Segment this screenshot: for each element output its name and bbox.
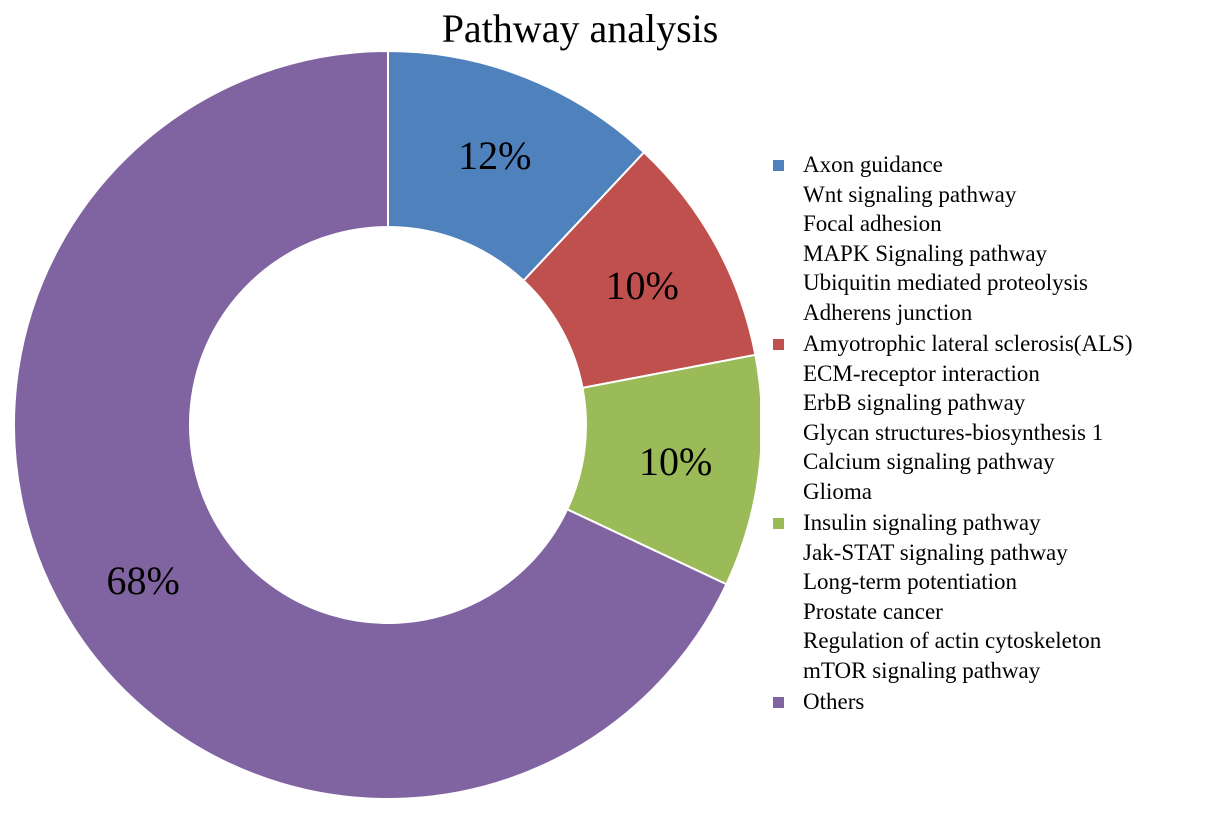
legend-label: Regulation of actin cytoskeleton — [803, 628, 1102, 653]
legend-entry: Insulin signaling pathway Jak-STAT signal… — [773, 508, 1203, 685]
donut-slice-1 — [387, 49, 646, 283]
legend-swatch — [773, 339, 784, 350]
legend-label: Others — [803, 689, 865, 714]
legend-label: ECM-receptor interaction — [803, 360, 1040, 386]
legend-entry: Amyotrophic lateral sclerosis(ALS) ECM-re… — [773, 329, 1203, 506]
legend-label: Glioma — [803, 478, 872, 504]
slice-value-label: 10% — [605, 263, 678, 308]
slice-value-label: 12% — [458, 133, 531, 178]
legend-label: Focal adhesion — [803, 211, 942, 236]
legend-label: Glycan structures-biosynthesis 1 — [803, 419, 1104, 445]
chart-title: Pathway analysis — [441, 6, 719, 51]
legend-label: ErbB signaling pathway — [803, 390, 1026, 415]
legend-label: Insulin signaling pathway — [803, 510, 1041, 535]
legend-label: Jak-STAT signaling pathway — [803, 539, 1068, 565]
legend-entry: Others — [773, 687, 1203, 717]
legend-label: Adherens junction — [803, 299, 973, 325]
legend-label: MAPK Signaling pathway — [803, 240, 1048, 266]
legend: Axon guidance Wnt signaling pathway Focal … — [773, 150, 1203, 719]
donut-chart: 12% 10% 10% 68% — [13, 49, 760, 800]
slice-value-label: 68% — [106, 558, 179, 603]
legend-label: Wnt signaling pathway — [803, 181, 1017, 207]
legend-swatch — [773, 697, 784, 708]
legend-entry: Axon guidance Wnt signaling pathway Focal … — [773, 150, 1203, 327]
legend-label: Long-term potentiation — [803, 569, 1017, 594]
legend-label: Amyotrophic lateral sclerosis(ALS) — [803, 331, 1133, 356]
donut-slice-4 — [13, 49, 728, 800]
legend-swatch — [773, 518, 784, 529]
legend-label: Axon guidance — [803, 152, 943, 177]
slice-labels-group: 12% 10% 10% 68% — [106, 133, 712, 603]
legend-label: Calcium signaling pathway — [803, 449, 1055, 474]
slices-group — [13, 49, 760, 800]
legend-label: mTOR signaling pathway — [803, 657, 1041, 683]
legend-label: Prostate cancer — [803, 598, 943, 624]
slice-value-label: 10% — [639, 439, 712, 484]
legend-label: Ubiquitin mediated proteolysis — [803, 270, 1088, 295]
legend-swatch — [773, 160, 784, 171]
